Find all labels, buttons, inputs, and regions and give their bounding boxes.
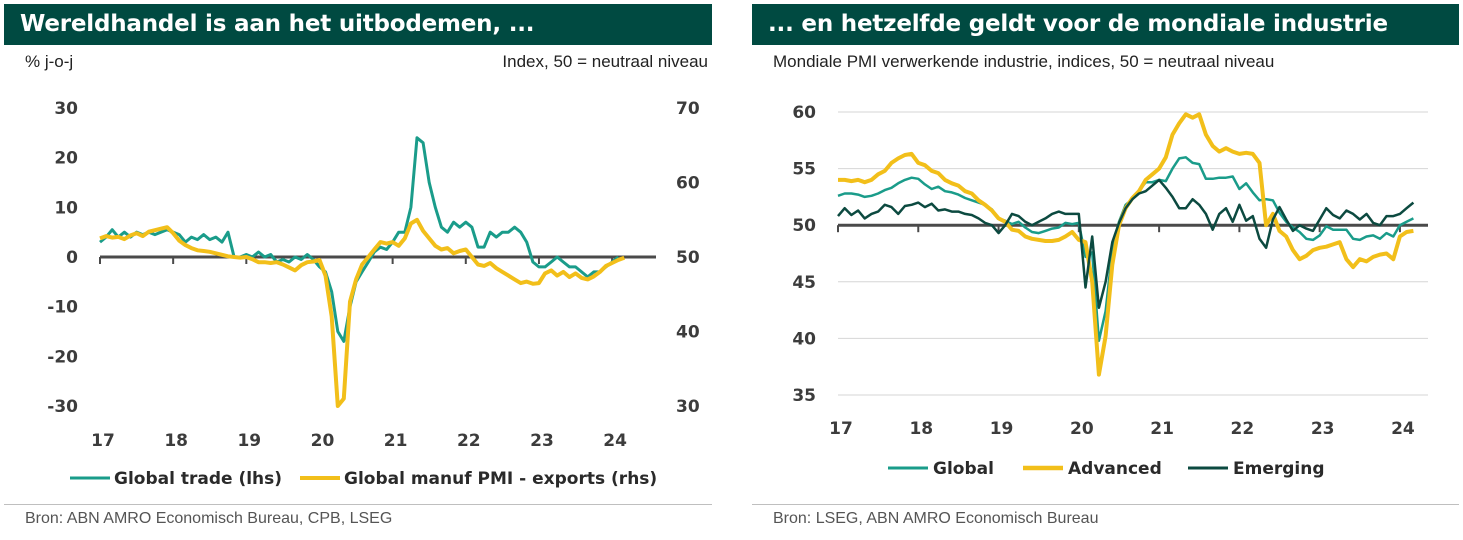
x-tick-label: 23 [1311, 419, 1335, 439]
y-tick-label: 45 [792, 273, 816, 293]
legend-label-manuf-pmi-exports: Global manuf PMI - exports (rhs) [344, 469, 657, 489]
source-note: Bron: LSEG, ABN AMRO Economisch Bureau [773, 510, 1099, 527]
series-line-advanced [838, 112, 1414, 377]
y-tick-label: 55 [792, 160, 816, 180]
x-tick-label: 21 [1150, 419, 1174, 439]
x-tick-label: 21 [384, 431, 408, 451]
footer-divider [4, 504, 712, 505]
x-tick-label: 19 [990, 419, 1014, 439]
y-left-tick-label: 0 [66, 248, 78, 268]
y-right-tick-label: 50 [676, 248, 700, 268]
series-line-emerging [837, 178, 1415, 310]
y-tick-label: 35 [792, 386, 816, 406]
right-axis-unit: Index, 50 = neutraal niveau [502, 52, 708, 71]
x-tick-label: 17 [829, 419, 853, 439]
chart-title: Wereldhandel is aan het uitbodemen, ... [20, 11, 535, 37]
left-axis-unit: % j-o-j [25, 52, 74, 71]
legend-label-emerging: Emerging [1233, 459, 1325, 479]
y-left-tick-label: -20 [47, 347, 78, 367]
x-tick-label: 20 [311, 431, 335, 451]
y-left-tick-label: 30 [54, 99, 78, 119]
x-tick-label: 24 [1391, 419, 1415, 439]
x-tick-label: 18 [909, 419, 933, 439]
chart-manufacturing-pmi: 60 55 50 45 40 35 17 18 19 20 21 22 23 24 Global Advanc… [792, 103, 1428, 479]
chart-world-trade: 30 20 10 0 -10 -20 -30 70 60 50 40 30 17 18 19 20 21 22 23… [47, 99, 700, 489]
y-left-tick-label: 20 [54, 149, 78, 169]
x-tick-label: 18 [164, 431, 188, 451]
chart-title: ... en hetzelfde geldt voor de mondiale … [768, 11, 1388, 37]
source-note: Bron: ABN AMRO Economisch Bureau, CPB, L… [25, 510, 393, 527]
x-tick-label: 22 [457, 431, 481, 451]
y-tick-label: 60 [792, 103, 816, 123]
series-line-manuf-pmi-exports [99, 217, 626, 408]
y-left-tick-label: -10 [47, 298, 78, 318]
legend-label-global: Global [933, 459, 994, 479]
chart-subtitle: Mondiale PMI verwerkende industrie, indi… [773, 52, 1275, 71]
x-tick-label: 17 [91, 431, 115, 451]
chart-panel-world-trade: Wereldhandel is aan het uitbodemen, ... … [0, 0, 720, 540]
y-right-tick-label: 30 [676, 397, 700, 417]
x-tick-label: 22 [1231, 419, 1255, 439]
y-left-tick-label: -30 [47, 397, 78, 417]
y-right-tick-label: 40 [676, 323, 700, 343]
footer-divider [752, 504, 1459, 505]
x-tick-label: 19 [237, 431, 261, 451]
series-line-global [837, 156, 1414, 342]
y-left-tick-label: 10 [54, 198, 78, 218]
y-right-tick-label: 60 [676, 174, 700, 194]
y-right-tick-label: 70 [676, 99, 700, 119]
chart-title-bar: Wereldhandel is aan het uitbodemen, ... [4, 4, 712, 45]
legend-label-advanced: Advanced [1068, 459, 1162, 479]
y-tick-label: 50 [792, 216, 816, 236]
x-tick-label: 23 [530, 431, 554, 451]
chart-panel-manufacturing-pmi: ... en hetzelfde geldt voor de mondiale … [748, 0, 1463, 540]
x-tick-label: 24 [603, 431, 627, 451]
y-tick-label: 40 [792, 329, 816, 349]
x-tick-label: 20 [1070, 419, 1094, 439]
chart-title-bar: ... en hetzelfde geldt voor de mondiale … [752, 4, 1459, 45]
legend-label-global-trade: Global trade (lhs) [114, 469, 282, 489]
